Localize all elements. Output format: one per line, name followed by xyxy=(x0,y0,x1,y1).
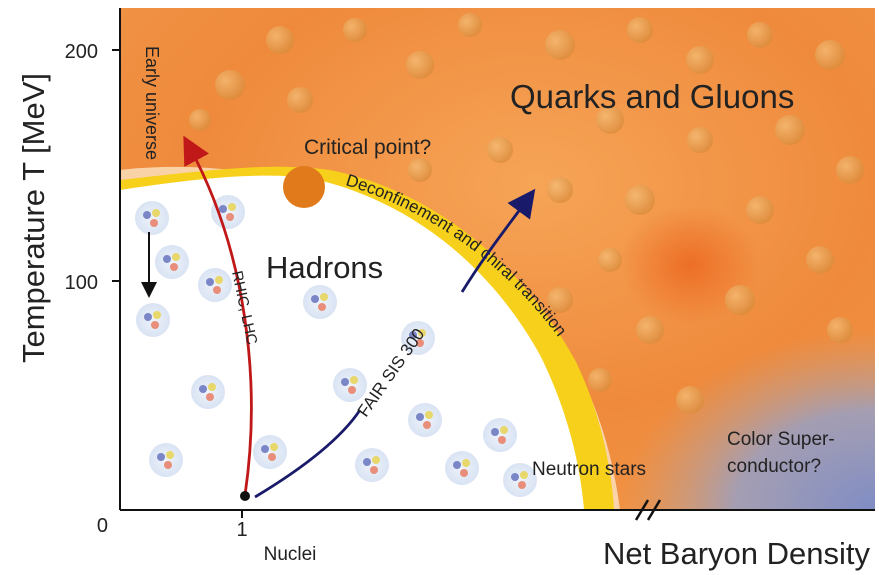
y-tick-label-0: 0 xyxy=(97,515,108,537)
hot-spot xyxy=(620,205,760,325)
y-tick-label-200: 200 xyxy=(65,41,98,63)
plot-area xyxy=(120,8,875,510)
hadrons-label: Hadrons xyxy=(266,250,383,285)
critical-point-marker xyxy=(283,166,325,208)
x-tick-label-1: 1 xyxy=(236,519,247,541)
fair-arrow-upper xyxy=(460,188,536,293)
y-axis-title: Temperature T [MeV] xyxy=(16,73,51,363)
axis-break-mark xyxy=(634,499,662,521)
nuclei-point xyxy=(240,491,250,501)
early-universe-label: Early universe xyxy=(142,46,162,160)
hadron-bubbles xyxy=(135,195,537,497)
rhic-lhc-arrow xyxy=(183,135,253,496)
critical-point-label: Critical point? xyxy=(304,136,431,159)
color-superconductor-region xyxy=(620,330,875,510)
x-tick-sublabel: Nuclei xyxy=(264,544,317,565)
color-superconductor-label-2: conductor? xyxy=(727,456,821,477)
qgp-label: Quarks and Gluons xyxy=(510,78,794,115)
y-tick-label-100: 100 xyxy=(65,272,98,294)
neutron-stars-label: Neutron stars xyxy=(532,459,646,480)
hadron-region xyxy=(120,175,584,510)
x-axis-title: Net Baryon Density xyxy=(603,536,871,571)
fair-arrow-lower xyxy=(254,409,362,499)
color-superconductor-label-1: Color Super- xyxy=(727,429,835,450)
quark-balls xyxy=(189,13,864,414)
